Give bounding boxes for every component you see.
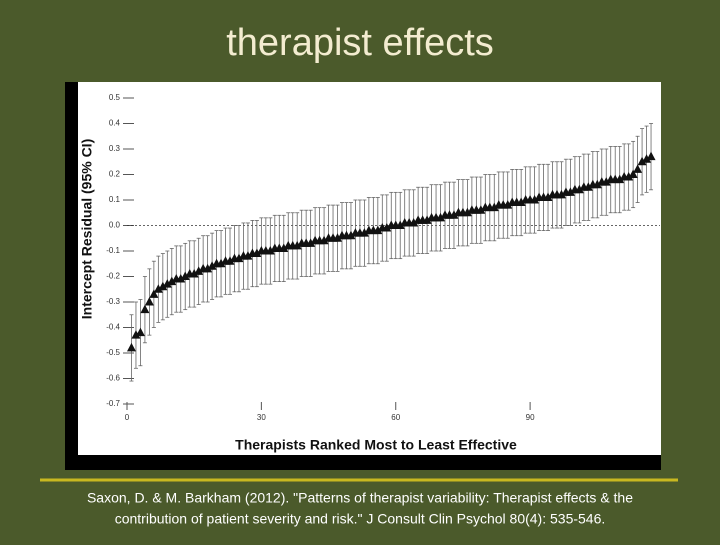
point [436,212,446,222]
point [346,230,356,240]
y-axis-label: Intercept Residual (95% CI) [79,139,95,320]
point [158,281,168,291]
point [292,240,302,250]
x-tick-label: 90 [526,413,535,422]
point [176,274,186,283]
point [395,220,405,229]
x-tick-label: 30 [257,413,266,422]
y-tick-label: 0.5 [109,93,121,102]
point [243,251,253,260]
y-tick-label: -0.5 [106,348,120,357]
point [601,177,611,186]
point [489,202,499,212]
point [234,253,244,263]
point [628,169,638,178]
point [126,342,136,352]
point [373,225,383,235]
point [153,284,163,293]
point [637,156,647,166]
point [530,195,540,204]
point [382,223,392,232]
y-tick-label: -0.3 [106,297,120,306]
y-tick-label: 0.0 [109,221,121,230]
point [144,297,154,306]
point [642,154,652,163]
point [449,210,459,219]
point [543,192,553,201]
point [462,207,472,217]
point [252,248,262,258]
y-tick-label: -0.2 [106,272,120,281]
point [225,256,235,265]
citation-line: contribution of patient severity and ris… [115,511,606,527]
point [333,233,343,242]
point [615,174,625,184]
slide-title: therapist effects [226,22,494,64]
x-axis-label: Therapists Ranked Most to Least Effectiv… [235,437,517,453]
point [624,172,634,181]
point [556,189,566,199]
point [583,182,593,191]
y-tick-label: -0.7 [106,399,120,408]
point [167,276,177,286]
y-tick-label: 0.2 [109,170,121,179]
point [516,197,526,207]
point [265,246,275,255]
point [140,304,150,314]
x-tick-label: 60 [391,413,400,422]
y-tick-label: -0.4 [106,323,120,332]
point [592,179,602,189]
y-tick-label: 0.3 [109,144,121,153]
plot-background [78,82,661,455]
point [279,243,289,252]
point [306,238,316,247]
point [207,261,217,270]
y-tick-label: 0.4 [109,119,121,128]
point [180,271,190,280]
point [319,235,329,245]
point [135,327,145,337]
y-tick-label: -0.1 [106,246,120,255]
point [216,258,226,268]
point [189,268,199,278]
point [574,184,584,194]
point [565,187,575,196]
y-tick-label: -0.6 [106,374,120,383]
point [409,217,419,227]
point [422,215,432,224]
citation-line: Saxon, D. & M. Barkham (2012). "Patterns… [87,490,633,506]
point [194,266,204,275]
point [503,200,513,209]
point [203,263,213,273]
point [633,164,643,173]
y-tick-label: 0.1 [109,195,121,204]
point [646,151,656,161]
point [131,330,141,339]
point [149,289,159,298]
x-tick-label: 0 [125,413,130,422]
point [476,205,486,214]
point [162,279,172,288]
point [359,228,369,237]
